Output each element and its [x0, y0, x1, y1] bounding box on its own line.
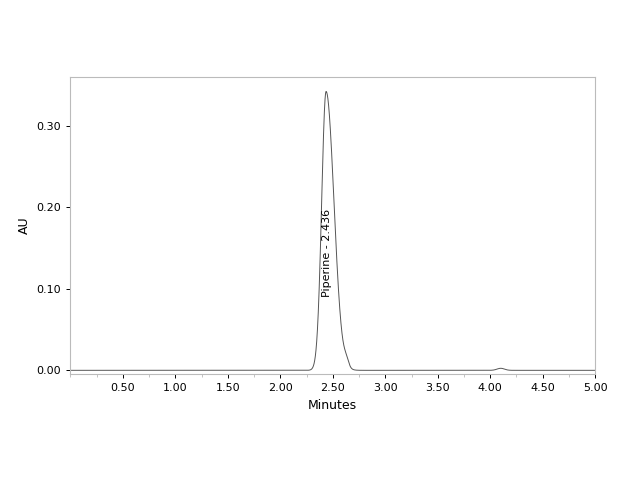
Y-axis label: AU: AU [18, 217, 31, 234]
Text: Piperine - 2.436: Piperine - 2.436 [323, 209, 332, 297]
X-axis label: Minutes: Minutes [308, 399, 357, 412]
